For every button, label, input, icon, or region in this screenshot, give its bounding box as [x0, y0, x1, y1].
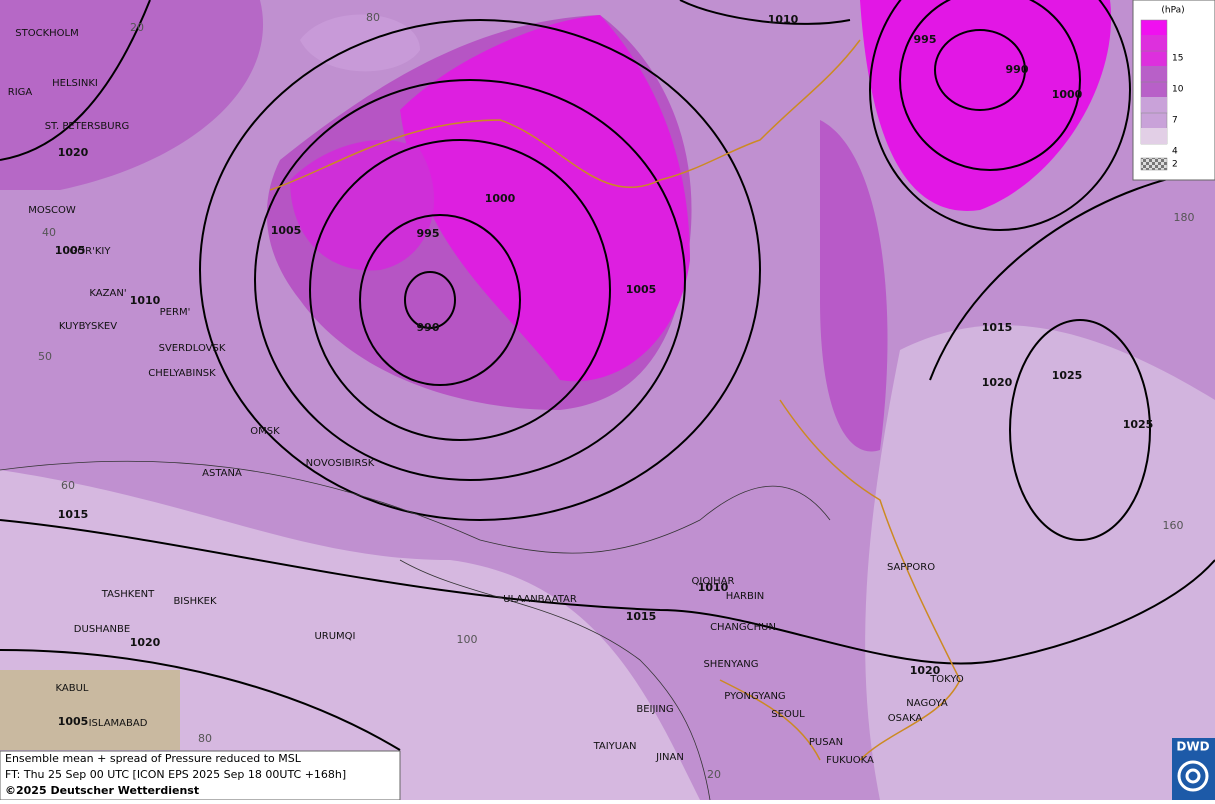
- isobar-label: 1005: [58, 715, 89, 728]
- city-label: PYONGYANG: [724, 691, 785, 702]
- graticule-label: 40: [42, 226, 56, 239]
- city-label: ISLAMABAD: [89, 718, 148, 729]
- city-label: JINAN: [655, 752, 684, 763]
- city-label: HARBIN: [726, 591, 765, 602]
- graticule-label: 20: [130, 21, 144, 34]
- city-label: PERM': [160, 307, 191, 318]
- city-label: SEOUL: [771, 709, 805, 720]
- isobar-label: 1015: [626, 610, 657, 623]
- city-label: KUYBYSKEV: [59, 321, 117, 332]
- graticule-label: 20: [707, 768, 721, 781]
- isobar-label: 1025: [1123, 418, 1154, 431]
- isobar-label: 1000: [485, 192, 516, 205]
- isobar-label: 1005: [626, 283, 657, 296]
- city-label: URUMQI: [314, 631, 355, 642]
- isobar-label: 1020: [910, 664, 941, 677]
- isobars: [0, 0, 1215, 751]
- city-label: BISHKEK: [173, 596, 217, 607]
- graticule-label: 180: [1174, 211, 1195, 224]
- logo: DWD: [1172, 738, 1215, 800]
- city-label: BEIJING: [636, 704, 673, 715]
- isobar-label: 995: [914, 33, 937, 46]
- city-label: SAPPORO: [887, 562, 935, 573]
- footer-line: FT: Thu 25 Sep 00 UTC [ICON EPS 2025 Sep…: [5, 768, 346, 781]
- city-label: KAZAN': [89, 288, 126, 299]
- city-label: SVERDLOVSK: [159, 343, 226, 354]
- legend-label: 10: [1172, 85, 1184, 95]
- city-label: MOSCOW: [28, 205, 76, 216]
- legend-swatch: [1141, 97, 1167, 113]
- isobar-label: 1010: [768, 13, 799, 26]
- isobar-label: 1010: [130, 294, 161, 307]
- graticule-label: 160: [1163, 519, 1184, 532]
- city-label: STOCKHOLM: [15, 28, 78, 39]
- coastlines: [269, 39, 961, 761]
- city-label: ASTANA: [202, 468, 242, 479]
- city-label: CHELYABINSK: [148, 368, 216, 379]
- isobar-label: 1010: [698, 581, 729, 594]
- graticule-label: 50: [38, 350, 52, 363]
- legend: (hPa) 15 10 7 4 2: [1132, 0, 1215, 181]
- city-label: QIQIHAR: [692, 576, 735, 587]
- isobar-label: 990: [417, 321, 440, 334]
- graticule-label: 100: [457, 633, 478, 646]
- city-label: RIGA: [8, 87, 33, 98]
- city-label: KABUL: [56, 683, 89, 694]
- city-label: TAIYUAN: [593, 741, 637, 752]
- isobar-label: 1020: [130, 636, 161, 649]
- footer: Ensemble mean + spread of Pressure reduc…: [0, 750, 401, 801]
- borders: [0, 460, 831, 801]
- city-label: ULAANBAATAR: [503, 594, 577, 605]
- city-label: TASHKENT: [101, 589, 155, 600]
- legend-label: 4: [1172, 147, 1178, 157]
- city-label: DUSHANBE: [74, 624, 130, 635]
- graticule-label: 80: [366, 11, 380, 24]
- city-label: FUKUOKA: [826, 755, 874, 766]
- isobar-label: 1025: [1052, 369, 1083, 382]
- legend-label: 7: [1172, 116, 1178, 126]
- city-label: CHANGCHUN: [710, 622, 776, 633]
- isobar-label: 1015: [982, 321, 1013, 334]
- legend-label: 2: [1172, 160, 1178, 170]
- legend-unit: (hPa): [1161, 6, 1184, 16]
- isobar-label: 1020: [982, 376, 1013, 389]
- isobar-label: 990: [1006, 63, 1029, 76]
- isobar-label: 1015: [58, 508, 89, 521]
- legend-swatch: [1141, 66, 1167, 82]
- city-label: OSAKA: [888, 713, 923, 724]
- isobar-label: 1020: [58, 146, 89, 159]
- isobar-label: 995: [417, 227, 440, 240]
- city-label: NAGOYA: [906, 698, 948, 709]
- city-label: TOKYO: [929, 674, 964, 685]
- footer-line: ©2025 Deutscher Wetterdienst: [5, 784, 199, 797]
- legend-label: 15: [1172, 54, 1183, 64]
- legend-swatch: [1141, 35, 1167, 51]
- graticule-label: 80: [198, 732, 212, 745]
- footer-line: Ensemble mean + spread of Pressure reduc…: [5, 752, 302, 765]
- legend-swatch: [1141, 128, 1167, 144]
- city-label: SHENYANG: [703, 659, 758, 670]
- city-label: NOVOSIBIRSK: [306, 458, 375, 469]
- logo-text: DWD: [1176, 740, 1209, 754]
- city-label: PUSAN: [809, 737, 843, 748]
- city-label: ST. PETERSBURG: [45, 121, 130, 132]
- city-label: GOR'KIY: [70, 246, 112, 257]
- isobar-label: 1005: [271, 224, 302, 237]
- city-label: HELSINKI: [52, 78, 98, 89]
- isobar-label: 1005: [55, 244, 86, 257]
- legend-swatch: [1140, 157, 1168, 171]
- graticule-label: 60: [61, 479, 75, 492]
- isobar-label: 1000: [1052, 88, 1083, 101]
- city-label: OMSK: [250, 426, 280, 437]
